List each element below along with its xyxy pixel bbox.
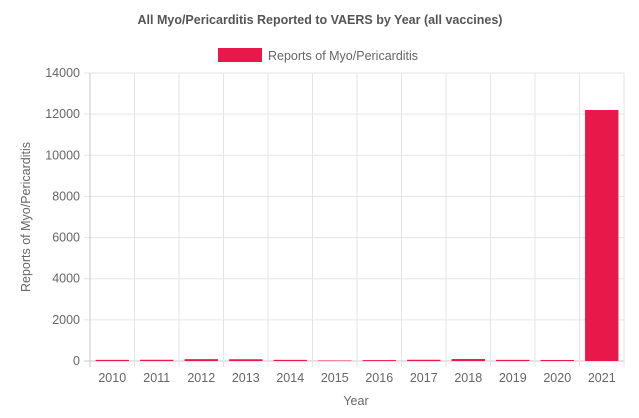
x-tick-label: 2013 bbox=[232, 371, 260, 385]
x-tick-label: 2019 bbox=[499, 371, 527, 385]
bar-2014[interactable] bbox=[273, 359, 307, 361]
y-axis-title: Reports of Myo/Pericarditis bbox=[19, 142, 33, 292]
legend-label: Reports of Myo/Pericarditis bbox=[268, 49, 418, 63]
legend-swatch bbox=[218, 48, 262, 62]
chart-title: All Myo/Pericarditis Reported to VAERS b… bbox=[138, 13, 503, 27]
bar-2019[interactable] bbox=[496, 359, 530, 361]
y-tick-label: 10000 bbox=[45, 148, 80, 162]
bar-2013[interactable] bbox=[229, 359, 263, 361]
bar-2020[interactable] bbox=[540, 359, 574, 361]
bar-2021[interactable] bbox=[585, 110, 619, 362]
y-tick-label: 14000 bbox=[45, 66, 80, 80]
bar-2018[interactable] bbox=[451, 359, 485, 361]
y-axis-ticks: 0 2000 4000 6000 8000 10000 12000 14000 bbox=[45, 66, 80, 368]
bar-2017[interactable] bbox=[407, 359, 441, 361]
y-tick-label: 6000 bbox=[52, 231, 80, 245]
x-tick-label: 2011 bbox=[143, 371, 170, 385]
bar-2011[interactable] bbox=[140, 359, 174, 361]
x-tick-label: 2018 bbox=[454, 371, 482, 385]
bar-2015[interactable] bbox=[318, 360, 352, 361]
x-tick-label: 2020 bbox=[543, 371, 571, 385]
x-tick-label: 2017 bbox=[410, 371, 438, 385]
x-tick-label: 2014 bbox=[276, 371, 304, 385]
x-axis-ticks: 2010 2011 2012 2013 2014 2015 2016 2017 2018 2019… bbox=[98, 371, 615, 385]
bar-2016[interactable] bbox=[362, 360, 396, 361]
y-tick-label: 8000 bbox=[52, 189, 80, 203]
bar-2010[interactable] bbox=[95, 359, 129, 361]
y-tick-label: 4000 bbox=[52, 272, 80, 286]
grid bbox=[84, 72, 625, 367]
x-axis-title: Year bbox=[343, 394, 368, 408]
bar-2012[interactable] bbox=[184, 359, 218, 361]
y-tick-label: 2000 bbox=[52, 313, 80, 327]
x-tick-label: 2021 bbox=[588, 371, 616, 385]
legend[interactable]: Reports of Myo/Pericarditis bbox=[218, 48, 418, 63]
x-tick-label: 2015 bbox=[321, 371, 349, 385]
y-tick-label: 0 bbox=[73, 354, 80, 368]
x-tick-label: 2012 bbox=[187, 371, 215, 385]
bars bbox=[95, 110, 619, 362]
x-tick-label: 2016 bbox=[365, 371, 393, 385]
x-tick-label: 2010 bbox=[98, 371, 126, 385]
y-tick-label: 12000 bbox=[45, 107, 80, 121]
